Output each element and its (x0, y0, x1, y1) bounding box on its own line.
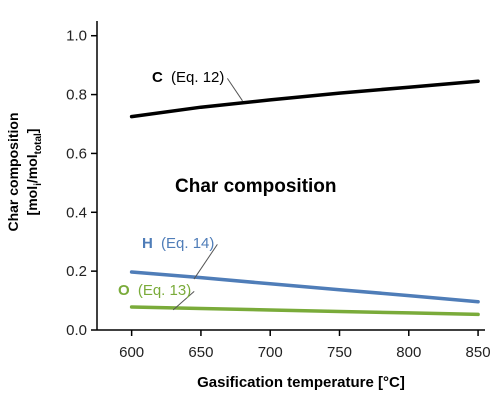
y-tick-label: 0.0 (66, 322, 87, 339)
x-tick-label: 650 (188, 344, 213, 361)
y-axis-title-line2: [moli/moltotal] (24, 128, 44, 216)
y-tick-label: 0.2 (66, 263, 87, 280)
series-line-c (129, 79, 480, 119)
series-line-h (129, 270, 480, 304)
series-label-o-eq: (Eq. 13) (138, 282, 191, 299)
series-label-leader-h (193, 244, 218, 280)
series-label-leader-o (172, 290, 195, 311)
series-label-h-symbol: H (142, 235, 153, 252)
y-axis-title: Char composition [moli/moltotal] (4, 52, 48, 292)
x-tick-label: 700 (258, 344, 283, 361)
series-label-c-symbol: C (152, 69, 163, 86)
series-label-h: H (Eq. 14) (142, 235, 214, 252)
chart-annotation: Char composition (175, 176, 337, 197)
y-tick-label: 0.4 (66, 204, 87, 221)
series-label-c-eq: (Eq. 12) (171, 69, 224, 86)
series-label-c: C (Eq. 12) (152, 69, 224, 86)
series-label-o: O (Eq. 13) (118, 282, 191, 299)
x-axis-title: Gasification temperature [°C] (197, 374, 405, 391)
series-line-o (129, 305, 480, 317)
series-layer (129, 79, 480, 317)
y-axis-title-line1: Char composition (5, 112, 21, 232)
x-tick-label: 850 (466, 344, 491, 361)
y-tick-label: 0.8 (66, 87, 87, 104)
series-label-h-eq: (Eq. 14) (161, 235, 214, 252)
x-tick-label: 600 (119, 344, 144, 361)
series-label-leader-c (226, 78, 243, 102)
y-tick-label: 0.6 (66, 145, 87, 162)
y-tick-label: 1.0 (66, 28, 87, 45)
series-label-o-symbol: O (118, 282, 130, 299)
axes: 0.0 0.2 0.4 0.6 0.8 1.0 600 650 700 750 800 850 (66, 21, 491, 361)
x-tick-label: 800 (396, 344, 421, 361)
x-tick-label: 750 (327, 344, 352, 361)
